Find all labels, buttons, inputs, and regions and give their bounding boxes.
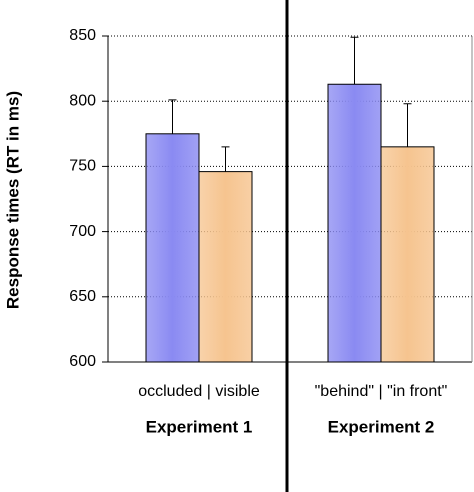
- error-bar: [350, 36, 359, 85]
- error-bar: [168, 99, 177, 134]
- y-axis-label: Response times (RT in ms): [3, 91, 22, 309]
- y-tick-label: 800: [69, 92, 96, 109]
- x-tick-label: Experiment 2: [328, 417, 435, 436]
- y-tick-label: 650: [69, 288, 96, 305]
- x-sublabel: "behind" | "in front": [315, 383, 448, 400]
- y-tick-label: 600: [69, 353, 96, 370]
- bar: [198, 171, 253, 363]
- bar: [327, 83, 382, 363]
- error-bar: [221, 146, 230, 172]
- x-tick-label: Experiment 1: [146, 417, 253, 436]
- y-tick-label: 850: [69, 27, 96, 44]
- y-tick-label: 700: [69, 223, 96, 240]
- error-bar: [403, 103, 412, 147]
- bar: [145, 133, 200, 363]
- y-tick-label: 750: [69, 158, 96, 175]
- bar: [380, 146, 435, 363]
- x-sublabel: occluded | visible: [138, 383, 260, 400]
